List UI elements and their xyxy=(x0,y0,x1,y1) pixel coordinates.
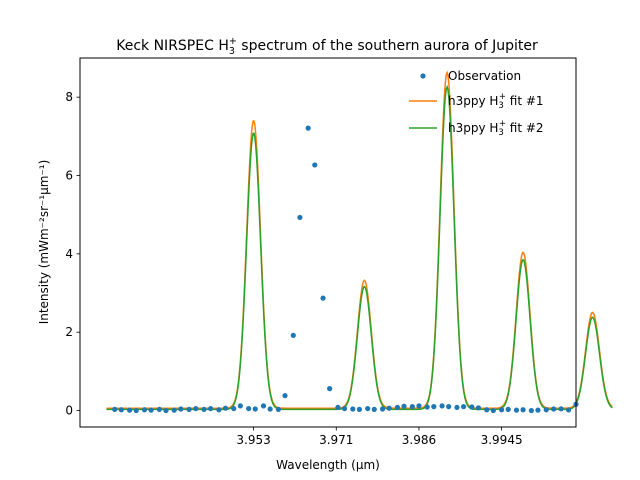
x-tick-label: 3.971 xyxy=(319,433,353,447)
observation-point xyxy=(186,406,192,412)
observation-point xyxy=(505,406,511,412)
observation-point xyxy=(246,405,252,412)
x-axis-label: Wavelength (μm) xyxy=(276,458,380,472)
observation-point xyxy=(260,403,267,409)
observation-point xyxy=(163,407,169,414)
observation-point xyxy=(312,162,318,168)
observation-point xyxy=(520,407,526,413)
observation-point xyxy=(305,125,311,131)
observation-point xyxy=(335,404,341,411)
observation-point xyxy=(551,406,557,412)
observation-point xyxy=(394,404,401,411)
observation-point xyxy=(201,406,207,412)
observation-point xyxy=(499,407,505,413)
observation-point xyxy=(416,403,422,409)
observation-point xyxy=(439,403,445,409)
observation-point xyxy=(231,405,237,412)
x-tick-label: 3.953 xyxy=(236,433,270,447)
y-tick-label: 8 xyxy=(65,90,73,104)
legend-observation-label: Observation xyxy=(448,69,521,83)
observation-point xyxy=(252,406,258,412)
y-axis: 0 2 4 6 8 xyxy=(65,90,80,418)
observation-point xyxy=(267,406,273,412)
observation-point xyxy=(558,406,564,412)
observation-point xyxy=(409,404,415,410)
observation-point xyxy=(365,405,371,412)
observation-point xyxy=(565,407,572,413)
observation-point xyxy=(216,407,222,413)
observation-point xyxy=(424,404,430,410)
observation-point xyxy=(535,407,541,413)
observation-point xyxy=(431,404,437,410)
observation-point xyxy=(469,404,475,410)
observation-point xyxy=(327,386,333,392)
observation-point xyxy=(490,407,496,414)
observation-point xyxy=(208,405,214,412)
observation-point xyxy=(237,403,243,409)
y-tick-label: 6 xyxy=(65,169,73,183)
observation-point xyxy=(320,295,326,301)
observation-point xyxy=(193,405,199,412)
observation-point xyxy=(350,406,356,412)
observation-point xyxy=(371,406,377,412)
x-tick-label: 3.986 xyxy=(402,433,436,447)
axes-frame xyxy=(79,57,577,428)
observation-point xyxy=(127,407,133,413)
x-axis: 3.953 3.971 3.986 3.9945 xyxy=(236,427,523,447)
observation-point xyxy=(379,406,386,412)
plot-area xyxy=(106,70,613,414)
observation-point xyxy=(133,407,139,414)
legend-fit1-label: h3ppy H3+ fit #1 xyxy=(448,92,544,111)
observation-point xyxy=(356,406,363,412)
chart-title: Keck NIRSPEC H3+ spectrum of the souther… xyxy=(116,36,538,57)
observation-point xyxy=(528,407,534,414)
observation-point xyxy=(513,407,520,413)
y-axis-label: Intensity (mWm⁻²sr⁻¹μm⁻¹) xyxy=(37,160,51,325)
observation-point xyxy=(386,405,392,411)
observation-point xyxy=(401,403,407,409)
observation-point xyxy=(178,406,184,412)
observation-point xyxy=(282,393,288,399)
observation-point xyxy=(484,407,490,413)
observation-point xyxy=(171,407,177,413)
x-tick-label: 3.9945 xyxy=(481,433,523,447)
observation-point xyxy=(222,405,229,411)
observation-point xyxy=(148,407,154,413)
observation-point xyxy=(275,406,281,412)
legend-fit2-label: h3ppy H3+ fit #2 xyxy=(448,119,544,138)
y-tick-label: 0 xyxy=(65,404,73,418)
observation-point xyxy=(297,214,303,221)
y-tick-label: 4 xyxy=(65,247,73,261)
observation-point xyxy=(290,332,296,338)
observation-point xyxy=(454,404,460,411)
observation-point xyxy=(543,407,549,413)
legend-observation-marker xyxy=(420,73,426,79)
observation-point xyxy=(475,405,482,411)
observation-point xyxy=(460,404,467,410)
y-tick-label: 2 xyxy=(65,325,73,339)
observation-point xyxy=(341,405,348,412)
legend: Observation h3ppy H3+ fit #1 h3ppy H3+ f… xyxy=(409,69,544,138)
observation-point xyxy=(446,404,452,410)
observation-point xyxy=(112,406,118,412)
observation-point xyxy=(141,407,148,413)
observation-point xyxy=(156,406,162,412)
observation-point xyxy=(118,407,124,413)
